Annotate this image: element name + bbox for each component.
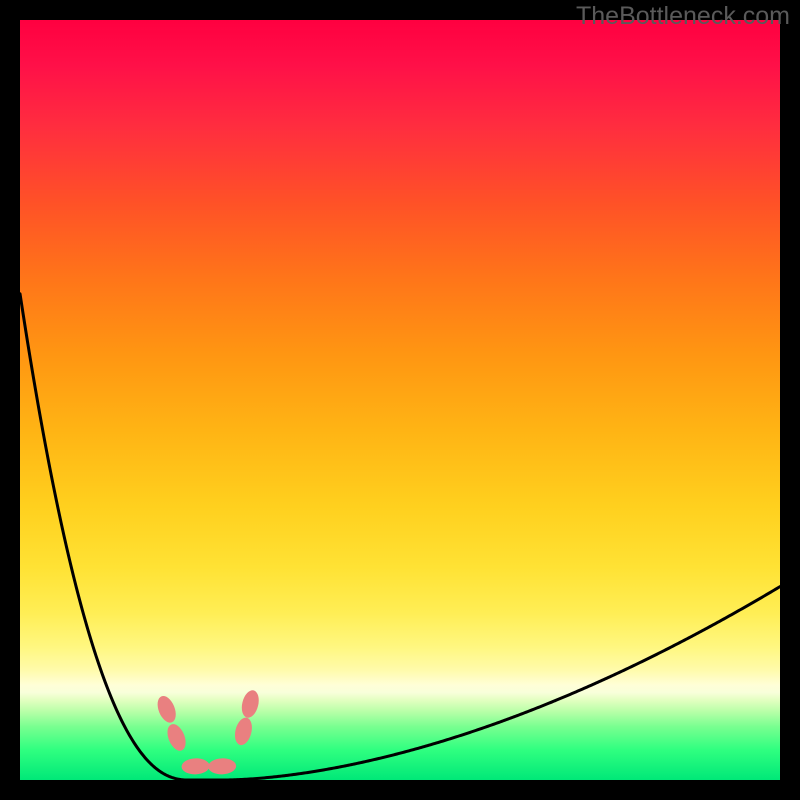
watermark-label: TheBottleneck.com: [576, 2, 790, 31]
bottleneck-chart: [0, 0, 800, 800]
chart-plot-bg: [20, 20, 780, 780]
